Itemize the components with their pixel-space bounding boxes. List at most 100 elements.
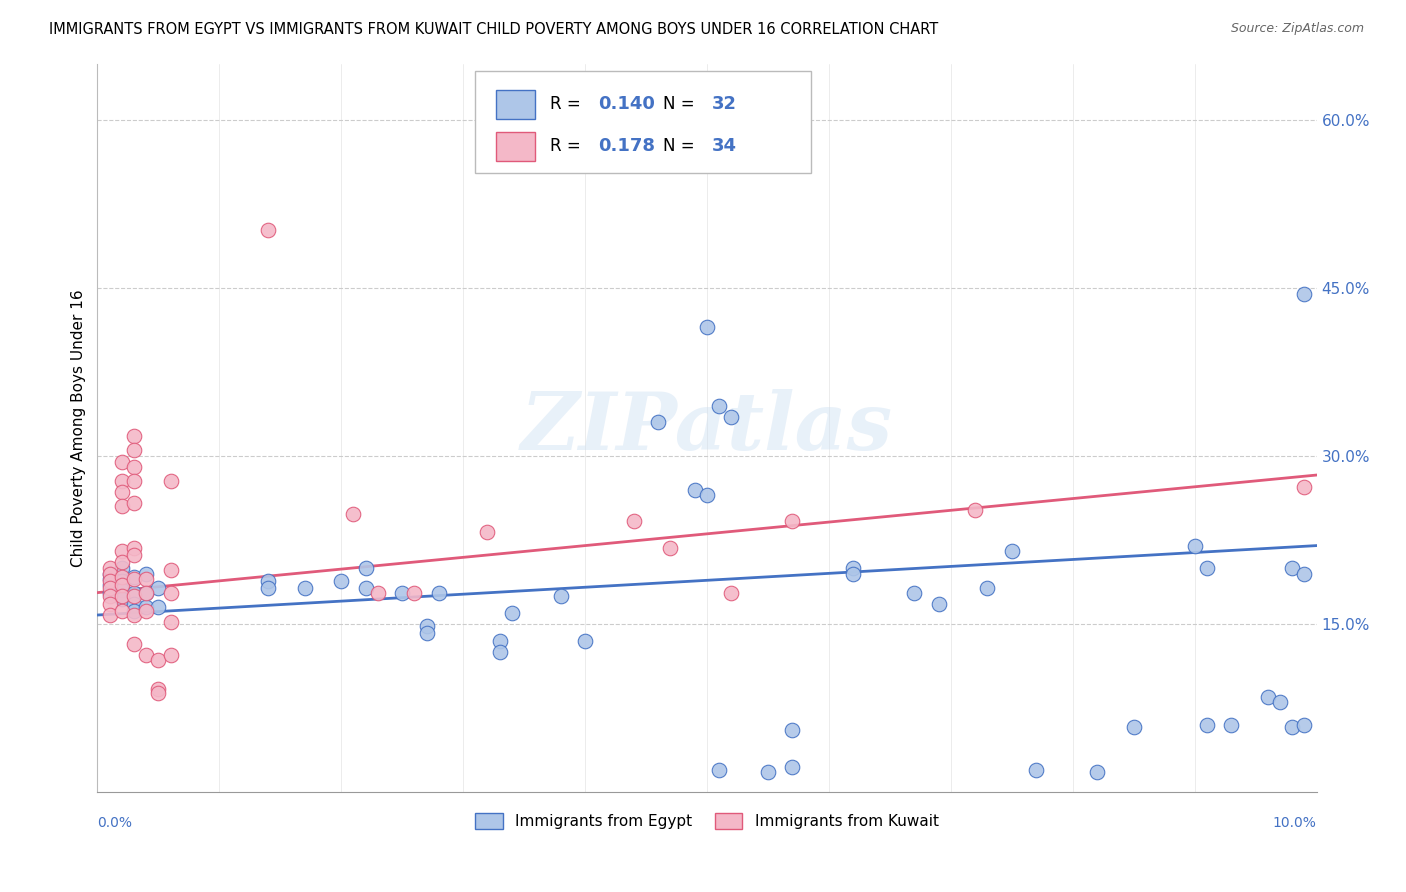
Point [98,566,121,581]
Point [111,561,134,575]
Point [1195,718,1218,732]
Point [122,585,145,599]
Point [148,686,170,700]
Point [122,541,145,555]
Point [111,484,134,499]
Point [1085,764,1108,779]
Point [159,648,181,663]
Point [111,589,134,603]
Point [1195,561,1218,575]
Point [135,585,157,599]
Point [1294,718,1316,732]
Point [415,619,437,633]
Point [1025,763,1047,777]
Point [928,597,950,611]
Point [976,581,998,595]
Text: 0.178: 0.178 [599,137,655,155]
Point [111,603,134,617]
Point [122,637,145,651]
FancyBboxPatch shape [475,71,811,173]
Point [111,574,134,589]
Point [1268,695,1291,709]
Point [367,585,389,599]
Point [122,443,145,458]
Point [98,597,121,611]
Point [1294,286,1316,301]
Point [148,581,170,595]
Point [354,581,377,595]
Point [257,223,280,237]
Point [842,566,865,581]
Point [122,572,145,586]
Point [98,607,121,622]
Point [1220,718,1243,732]
Text: Source: ZipAtlas.com: Source: ZipAtlas.com [1230,22,1364,36]
Point [404,585,426,599]
Point [98,581,121,595]
Point [720,409,742,424]
Text: N =: N = [664,137,700,155]
Point [122,597,145,611]
Text: 0.0%: 0.0% [97,816,132,830]
Point [488,645,510,659]
Point [148,653,170,667]
FancyBboxPatch shape [496,89,536,119]
Point [294,581,316,595]
Point [782,723,804,738]
Point [111,500,134,514]
Point [696,488,718,502]
Point [148,600,170,615]
Point [111,570,134,584]
Point [159,474,181,488]
Point [756,764,779,779]
Point [842,561,865,575]
Text: ZIPatlas: ZIPatlas [520,389,893,467]
Point [111,474,134,488]
Point [122,570,145,584]
Point [98,578,121,592]
Point [122,548,145,562]
Point [696,320,718,334]
Point [122,474,145,488]
Point [342,508,364,522]
Point [111,583,134,598]
Point [1294,566,1316,581]
Text: R =: R = [550,137,586,155]
Point [135,566,157,581]
Text: R =: R = [550,95,586,113]
Point [135,603,157,617]
Point [122,607,145,622]
Point [122,589,145,603]
Point [782,760,804,774]
Point [427,585,450,599]
Point [683,483,706,497]
Point [111,454,134,468]
Point [720,585,742,599]
Point [159,615,181,629]
Text: 34: 34 [711,137,737,155]
Point [1294,480,1316,494]
Point [257,581,280,595]
Text: IMMIGRANTS FROM EGYPT VS IMMIGRANTS FROM KUWAIT CHILD POVERTY AMONG BOYS UNDER 1: IMMIGRANTS FROM EGYPT VS IMMIGRANTS FROM… [49,22,938,37]
Legend: Immigrants from Egypt, Immigrants from Kuwait: Immigrants from Egypt, Immigrants from K… [470,807,945,835]
Point [122,460,145,475]
Point [135,648,157,663]
Point [782,514,804,528]
Point [647,416,669,430]
Point [1281,561,1303,575]
Point [98,572,121,586]
Point [98,585,121,599]
Text: 10.0%: 10.0% [1272,816,1316,830]
Point [111,578,134,592]
Point [135,572,157,586]
Point [1184,539,1206,553]
Point [1001,544,1024,558]
Point [111,544,134,558]
Point [1122,720,1144,734]
Point [98,574,121,589]
Point [574,633,596,648]
Point [659,541,682,555]
Point [1281,720,1303,734]
Point [148,681,170,696]
Point [122,603,145,617]
